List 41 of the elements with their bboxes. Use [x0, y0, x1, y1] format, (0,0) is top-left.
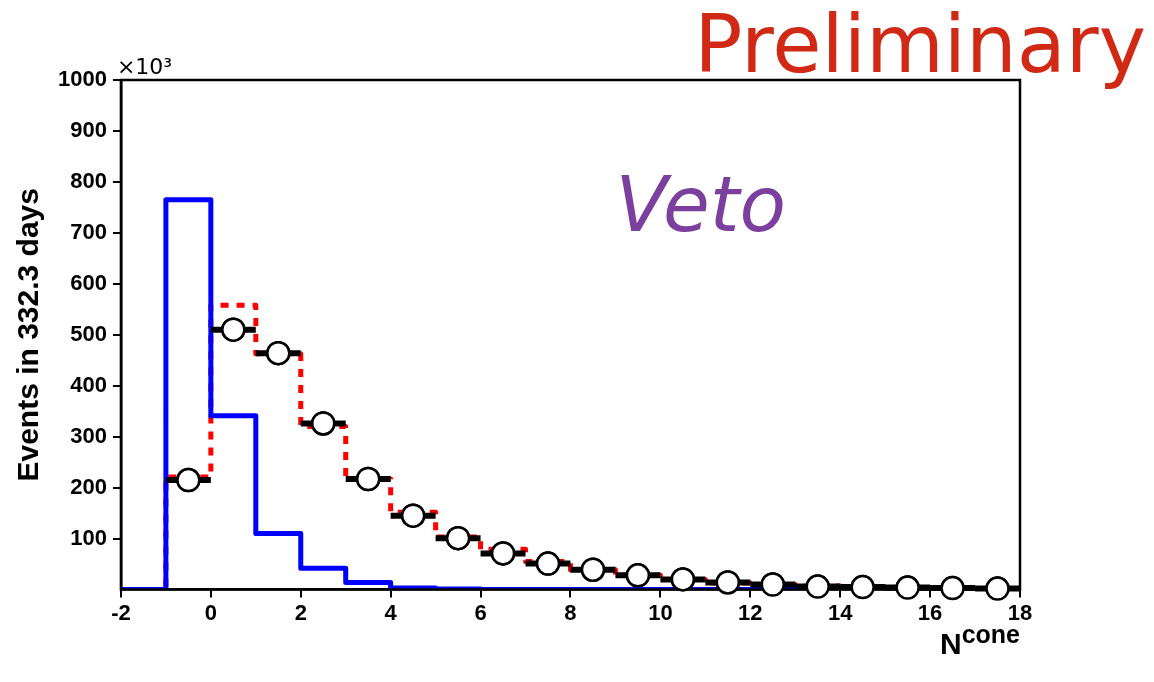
x-tick-label: -2 [111, 599, 131, 625]
point [221, 317, 246, 342]
text: ×10³ [116, 54, 173, 79]
annotation: Veto [615, 160, 787, 249]
y-tick-label: 700 [70, 218, 107, 244]
y-tick-label: 800 [70, 167, 107, 193]
point [760, 572, 786, 597]
y-tick-label: 900 [70, 117, 107, 143]
point [805, 574, 830, 599]
point [985, 576, 1010, 601]
x-tick-label: 0 [204, 599, 217, 625]
point [940, 575, 965, 601]
y-tick-label: 1000 [57, 66, 107, 92]
y-tick-label: 400 [70, 371, 107, 397]
point [490, 541, 516, 566]
x-tick-label: 6 [474, 599, 487, 625]
y-tick-label: 100 [70, 524, 107, 550]
point [535, 551, 561, 576]
x-tick-label: 12 [738, 599, 763, 625]
point [400, 503, 426, 528]
point [355, 466, 381, 492]
point [266, 340, 291, 366]
point [445, 525, 471, 551]
y-tick-label: 300 [70, 422, 107, 448]
y-tick-label: 600 [70, 269, 107, 295]
y-axis-title: Events in 332.3 days [11, 188, 45, 482]
point [580, 557, 606, 582]
x-tick-label: 2 [294, 599, 307, 625]
x-tick-label: 4 [384, 599, 398, 625]
point [895, 575, 920, 600]
point [715, 570, 741, 595]
point [176, 467, 201, 493]
annotation: Preliminary [694, 0, 1146, 91]
y-tick-label: 200 [70, 473, 107, 499]
x-tick-label: 14 [827, 599, 854, 625]
point [310, 411, 336, 436]
x-tick-label: 10 [648, 599, 673, 625]
y-tick-label: 500 [70, 320, 107, 346]
point [625, 563, 651, 588]
point [850, 574, 875, 600]
x-tick-label: 8 [564, 599, 577, 625]
